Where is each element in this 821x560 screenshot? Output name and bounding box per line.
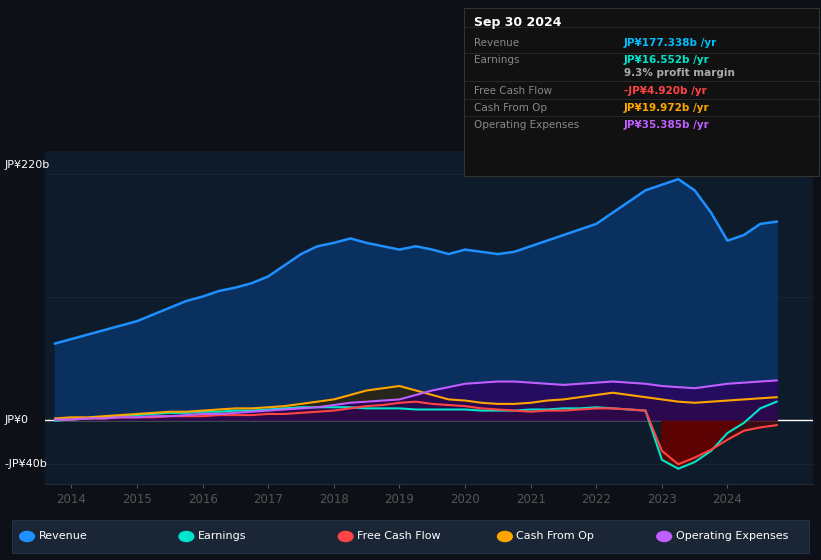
Text: Revenue: Revenue [474,38,519,48]
Text: Earnings: Earnings [198,531,246,542]
Text: Cash From Op: Cash From Op [516,531,594,542]
Text: Earnings: Earnings [474,55,519,65]
Text: Operating Expenses: Operating Expenses [676,531,788,542]
Text: Operating Expenses: Operating Expenses [474,120,579,130]
Text: Sep 30 2024: Sep 30 2024 [474,16,562,29]
Text: JP¥19.972b /yr: JP¥19.972b /yr [624,103,709,113]
Text: JP¥0: JP¥0 [4,414,28,424]
Text: Free Cash Flow: Free Cash Flow [357,531,441,542]
Text: Free Cash Flow: Free Cash Flow [474,86,552,96]
Text: -JP¥4.920b /yr: -JP¥4.920b /yr [624,86,707,96]
Text: JP¥35.385b /yr: JP¥35.385b /yr [624,120,709,130]
Text: JP¥220b: JP¥220b [4,160,49,170]
Text: JP¥177.338b /yr: JP¥177.338b /yr [624,38,718,48]
Text: Cash From Op: Cash From Op [474,103,547,113]
Text: -JP¥40b: -JP¥40b [4,459,47,469]
Text: 9.3% profit margin: 9.3% profit margin [624,68,735,78]
Text: Revenue: Revenue [39,531,87,542]
Text: JP¥16.552b /yr: JP¥16.552b /yr [624,55,709,65]
